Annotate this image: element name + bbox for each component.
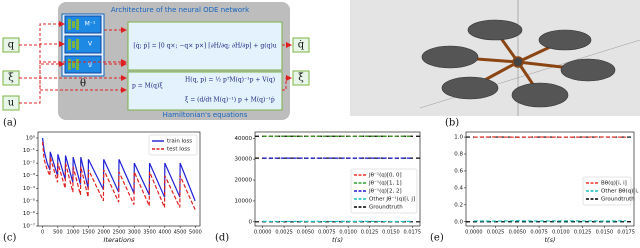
net-label: V <box>88 41 93 48</box>
x-tick-label: 0.0125 <box>574 230 592 236</box>
net-block <box>64 35 102 54</box>
y-tick-label: 20000 <box>235 178 253 184</box>
x-tick-label: 0.0100 <box>552 230 570 236</box>
output: ξ̇ <box>298 73 304 84</box>
x-tick-label: 0.0075 <box>318 230 336 236</box>
legend-label: test loss <box>167 147 190 153</box>
input: u <box>8 98 15 109</box>
net-label: M⁻¹ <box>85 21 96 28</box>
x-tick-label: 0.0000 <box>465 230 483 236</box>
x-axis-label: t(s) <box>332 236 343 244</box>
x-tick-label: 0.0075 <box>530 230 548 236</box>
equation: ξ̇ = (d/dt M(q)⁻¹) p + M(q)⁻¹ṗ <box>185 97 275 104</box>
parameter: θ <box>80 79 86 90</box>
legend-box <box>350 168 418 214</box>
panel-label: (c) <box>3 233 17 244</box>
y-tick-label: 0 <box>249 219 253 225</box>
x-tick-label: 0.0025 <box>487 230 505 236</box>
equation-box <box>127 71 283 111</box>
drone <box>419 0 640 116</box>
x-tick-label: 2000 <box>97 230 110 236</box>
x-tick-label: 0 <box>41 230 44 236</box>
series-line <box>41 137 196 202</box>
y-tick-label: 10000 <box>235 198 253 204</box>
output-box <box>292 37 310 53</box>
y-tick-label: 30000 <box>235 157 253 163</box>
x-tick-label: 0.0000 <box>254 230 272 236</box>
x-tick-label: 3500 <box>143 230 156 236</box>
legend-label: Jθ⁻¹(q)[0, 0] <box>368 172 402 179</box>
y-tick-label: 10⁻³ <box>23 172 35 179</box>
equation: H(q, p) = ½ pᵀM(q)⁻¹p + V(q) <box>185 77 275 84</box>
y-tick-label: 0.2 <box>454 202 463 208</box>
equation: [q̇; ṗ] = [0 q×; −q× p×] [∂H/∂q; ∂H/∂p] … <box>133 43 276 50</box>
y-tick-label: 10⁻⁶ <box>23 210 36 217</box>
x-tick-label: 0.0150 <box>382 230 400 236</box>
y-tick-label: 0.4 <box>454 185 463 191</box>
legend-label: Other Jθ⁻¹(q)[i, j] <box>369 196 415 203</box>
x-tick-label: 2500 <box>113 230 126 236</box>
panel-label: (b) <box>445 118 459 129</box>
x-tick-label: 0.0050 <box>297 230 315 236</box>
net-block <box>64 55 102 74</box>
legend-label: train loss <box>167 139 192 145</box>
panel-label: (a) <box>3 118 17 129</box>
y-tick-label: 10⁻⁵ <box>23 197 35 204</box>
y-tick-label: 1.0 <box>454 135 463 141</box>
y-tick-label: 0.0 <box>454 219 463 225</box>
x-tick-label: 0.0150 <box>596 230 614 236</box>
diagram-title: Architecture of the neural ODE network <box>111 6 250 14</box>
x-tick-label: 4000 <box>158 230 171 236</box>
input: ξ <box>8 73 14 84</box>
y-tick-label: 40000 <box>235 136 253 142</box>
x-axis-label: Iterations <box>104 236 136 244</box>
x-tick-label: 0.0050 <box>509 230 527 236</box>
net-icons <box>68 19 79 70</box>
output-box <box>292 70 310 86</box>
legend-box <box>582 176 632 206</box>
legend-label: Groundtruth <box>369 205 403 211</box>
panel-label: (e) <box>430 233 444 244</box>
arrows <box>19 21 292 104</box>
x-tick-label: 0.0175 <box>617 230 635 236</box>
legend-label: Other Bθ(q)[i, j] <box>601 189 640 195</box>
x-tick-label: 0.0100 <box>339 230 357 236</box>
x-tick-label: 0.0175 <box>404 230 422 236</box>
x-tick-label: 1000 <box>67 230 80 236</box>
x-tick-label: 0.0125 <box>361 230 379 236</box>
equations-caption: Hamiltonian's equations <box>163 111 248 119</box>
legend-label: Bθ(q)[i, i] <box>601 181 627 187</box>
y-tick-label: 10⁻¹ <box>23 147 35 154</box>
legend-label: Jθ⁻¹(q)[2, 2] <box>368 188 402 195</box>
equation: p = M(q)ξ <box>132 83 163 90</box>
output: q̇ <box>298 40 305 51</box>
equation-box <box>127 21 283 71</box>
legend-box <box>148 134 198 156</box>
net-label: g <box>88 61 92 68</box>
x-tick-label: 500 <box>53 230 63 236</box>
series-line <box>41 141 196 210</box>
panel-label: (d) <box>215 233 229 244</box>
y-tick-label: 0.8 <box>454 152 463 158</box>
y-tick-label: 0.6 <box>454 168 463 174</box>
plot-area <box>465 131 635 227</box>
legend-label: Jθ⁻¹(q)[1, 1] <box>368 180 402 187</box>
x-tick-label: 4500 <box>174 230 187 236</box>
y-tick-label: 10⁰ <box>26 134 36 141</box>
y-tick-label: 10⁻⁷ <box>23 223 35 230</box>
x-tick-label: 5000 <box>189 230 202 236</box>
y-tick-label: 10⁻² <box>23 160 35 167</box>
x-tick-label: 0.0025 <box>275 230 293 236</box>
y-tick-label: 10⁻⁴ <box>23 185 36 192</box>
plot-area <box>254 131 421 227</box>
net-block <box>64 15 102 34</box>
x-axis-label: t(s) <box>544 236 555 244</box>
input: q <box>8 40 15 51</box>
x-tick-label: 1500 <box>82 230 95 236</box>
legend-label: Groundtruth <box>601 197 635 203</box>
render-background <box>350 0 640 116</box>
x-tick-label: 3000 <box>128 230 141 236</box>
